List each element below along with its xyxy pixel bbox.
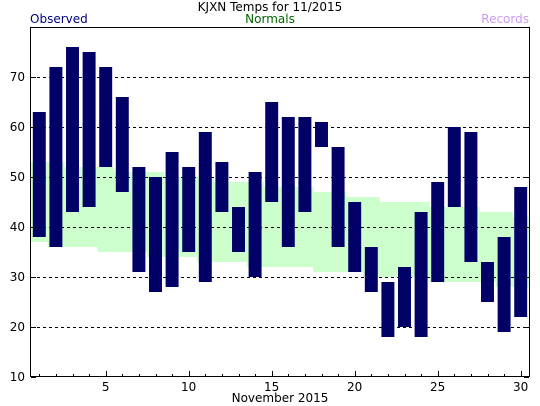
observed-bar-day-22 (381, 282, 395, 337)
y-tick-label-50: 50 (10, 170, 25, 184)
observed-bar-day-30 (514, 187, 528, 317)
observed-bar-day-13 (232, 207, 245, 252)
observed-bar-day-6 (115, 97, 129, 192)
observed-bar-day-23 (398, 267, 411, 327)
normal-band-day-26 (446, 207, 463, 282)
y-tick-labels: 10 20 30 40 50 60 70 (10, 70, 25, 384)
normal-band-day-5 (97, 167, 115, 252)
observed-bar-day-17 (298, 117, 312, 212)
observed-bar-day-11 (198, 132, 212, 282)
observed-bar-day-29 (497, 237, 511, 332)
x-tick-label-10: 10 (181, 380, 196, 394)
observed-bars (32, 47, 528, 337)
observed-bar-day-21 (364, 247, 378, 292)
y-tick-label-70: 70 (10, 70, 25, 84)
chart-title: KJXN Temps for 11/2015 (197, 0, 343, 14)
x-tick-labels: 5 10 15 20 25 30 (102, 380, 528, 394)
observed-bar-day-14 (248, 172, 262, 277)
observed-bar-day-4 (82, 52, 96, 207)
observed-bar-day-2 (49, 67, 63, 247)
legend-observed: Observed (30, 12, 88, 26)
x-tick-label-20: 20 (347, 380, 362, 394)
observed-bar-day-10 (182, 167, 196, 252)
observed-bar-day-18 (315, 122, 328, 147)
axis-ticks (31, 77, 529, 378)
x-tick-label-30: 30 (513, 380, 528, 394)
y-tick-label-60: 60 (10, 120, 25, 134)
x-axis-label: November 2015 (231, 391, 329, 405)
observed-bar-day-8 (149, 177, 162, 292)
normal-band-day-22 (379, 202, 397, 277)
observed-bar-day-12 (215, 162, 229, 212)
observed-bar-day-9 (165, 152, 179, 287)
x-tick-label-25: 25 (430, 380, 445, 394)
observed-bar-day-28 (481, 262, 494, 302)
observed-bar-day-1 (32, 112, 46, 237)
y-tick-label-10: 10 (10, 370, 25, 384)
observed-bar-day-27 (464, 132, 478, 262)
normal-band-day-23 (396, 202, 414, 277)
observed-bar-day-3 (66, 47, 79, 212)
y-tick-label-40: 40 (10, 220, 25, 234)
observed-bar-day-26 (447, 127, 461, 207)
observed-bar-day-25 (431, 182, 445, 282)
x-tick-label-5: 5 (102, 380, 110, 394)
plot-frame (30, 27, 530, 377)
observed-bar-day-5 (99, 67, 113, 167)
normal-band-day-18 (313, 192, 331, 272)
observed-bar-day-19 (331, 147, 345, 247)
x-tick-label-15: 15 (264, 380, 279, 394)
observed-bar-day-15 (265, 102, 279, 202)
observed-bar-day-20 (348, 202, 362, 272)
observed-bar-day-16 (281, 117, 295, 247)
observed-bar-day-7 (132, 167, 146, 272)
y-tick-label-30: 30 (10, 270, 25, 284)
y-tick-label-20: 20 (10, 320, 25, 334)
observed-bar-day-24 (414, 212, 428, 337)
gridlines (31, 77, 529, 328)
legend-records: Records (481, 12, 529, 26)
legend-normals: Normals (245, 12, 295, 26)
